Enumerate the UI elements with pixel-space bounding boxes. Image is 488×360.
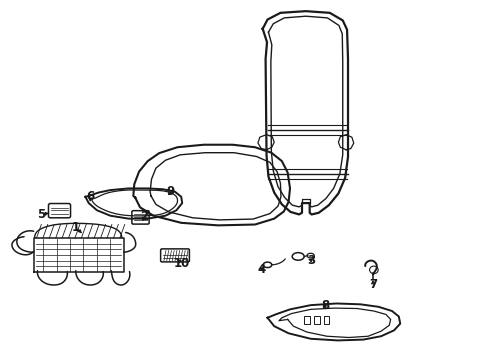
Text: 4: 4	[257, 262, 265, 275]
Bar	[304, 316, 309, 324]
Text: 5: 5	[37, 208, 45, 221]
Text: 6: 6	[86, 190, 94, 203]
Text: 10: 10	[174, 257, 190, 270]
Text: 2: 2	[140, 211, 148, 224]
Text: 3: 3	[307, 254, 315, 267]
Bar	[323, 316, 328, 324]
Bar	[313, 316, 319, 324]
Text: 9: 9	[166, 185, 174, 198]
Text: 8: 8	[320, 299, 328, 312]
Text: 1: 1	[72, 221, 80, 234]
Text: 7: 7	[368, 279, 376, 292]
